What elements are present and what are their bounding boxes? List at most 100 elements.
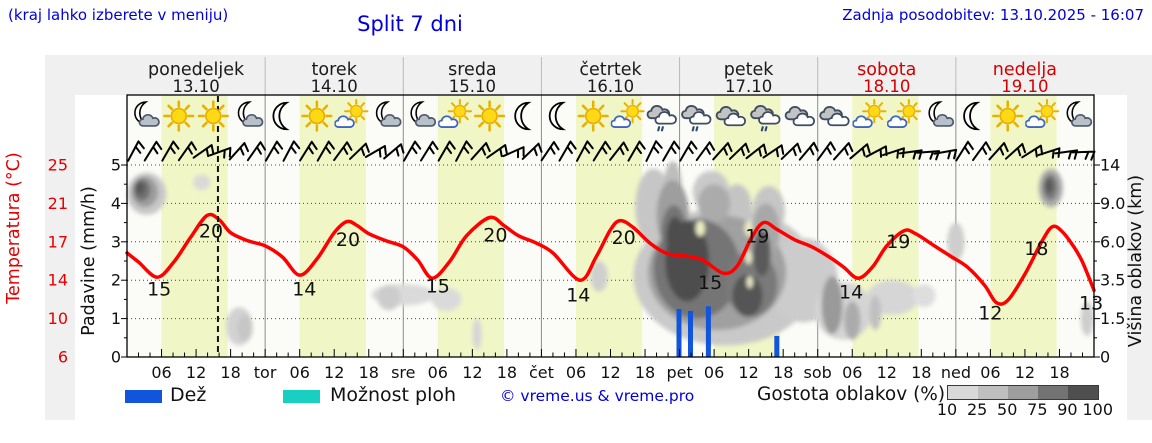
temperature-curve (125, 212, 1096, 306)
precipitation-tick: 4 (111, 194, 121, 213)
temperature-tick: 25 (48, 156, 68, 175)
temperature-label: 20 (336, 229, 360, 251)
precipitation-tick: 0 (111, 348, 121, 367)
density-tick-label: 25 (966, 400, 988, 419)
precipitation-axis-title: Padavine (mm/h) (79, 186, 99, 336)
weather-icon-sun (475, 102, 504, 131)
day-name: sreda (448, 60, 497, 80)
wind-barb (833, 142, 854, 161)
temperature-tick: 17 (48, 232, 68, 251)
temperature-label: 18 (1024, 238, 1048, 260)
weather-icon-sun (199, 102, 228, 131)
wind-barb (1004, 142, 1027, 160)
wind-barb (662, 140, 681, 162)
wind-barb (437, 140, 456, 162)
hour-label: 12 (462, 363, 482, 382)
showers-legend-label: Možnost ploh (330, 384, 457, 406)
wind-barb (816, 141, 836, 162)
day-name: četrtek (579, 60, 642, 80)
day-name: nedelja (993, 60, 1057, 80)
showers-legend-swatch (283, 390, 320, 403)
wind-barb (127, 140, 145, 162)
margin-panels (45, 55, 1152, 420)
cloud-density-scale (947, 385, 1099, 400)
hour-label: 06 (980, 363, 1000, 382)
wind-barb (208, 146, 232, 159)
density-tick-label: 75 (1027, 400, 1048, 419)
wind-barb (745, 143, 768, 160)
day-abbrev-label: tor (254, 363, 277, 382)
precipitation-bars (676, 306, 780, 357)
density-segment (978, 386, 1008, 399)
day-date: 17.10 (725, 77, 772, 96)
density-segment (948, 386, 978, 399)
hour-label: 12 (738, 363, 758, 382)
density-segment (1008, 386, 1038, 399)
day-abbrev-label: sob (804, 363, 832, 382)
wind-barb (592, 140, 612, 162)
wind-barbs-row (127, 140, 1096, 162)
wind-barb (695, 141, 716, 162)
temperature-label: 14 (566, 284, 590, 306)
wind-barb (780, 142, 802, 160)
temperature-label: 15 (426, 275, 450, 297)
day-name: sobota (857, 60, 916, 80)
wind-barb (679, 140, 698, 162)
day-abbrev-label: ned (941, 363, 971, 382)
wind-barb (502, 146, 525, 159)
density-tick-label: 50 (997, 400, 1018, 419)
copyright-link[interactable]: © vreme.us & vreme.pro (500, 387, 695, 405)
hour-label: 12 (877, 363, 897, 382)
wind-barb (728, 142, 750, 160)
wind-barb (972, 141, 992, 162)
wind-barb (316, 140, 335, 162)
density-tick-label: 90 (1057, 400, 1078, 419)
last-updated: Zadnja posodobitev: 13.10.2025 - 16:07 (842, 6, 1144, 24)
temperature-label: 20 (483, 225, 507, 247)
rain-bar (676, 309, 682, 357)
wind-barb (364, 145, 387, 158)
wind-barb (192, 144, 215, 159)
hour-label: 18 (1049, 363, 1069, 382)
day-date: 13.10 (172, 77, 219, 96)
cloud-height-axis-title: Višina oblakov (km) (1126, 175, 1146, 347)
wind-barb (627, 140, 646, 162)
temperature-label: 13 (1079, 292, 1103, 314)
temperature-axis-title: Temperatura (°C) (4, 152, 24, 304)
hour-label: 12 (1015, 363, 1035, 382)
cloud-height-tick: 6.0 (1100, 232, 1125, 251)
wind-barb (712, 142, 733, 161)
rain-bar (705, 306, 711, 357)
cloud-height-tick: 0 (1100, 348, 1110, 367)
hour-label: 12 (186, 363, 206, 382)
wind-barb (955, 140, 974, 162)
temperature-tick: 10 (48, 309, 68, 328)
hour-label: 06 (290, 363, 310, 382)
wind-barb (645, 140, 663, 162)
wind-barb (1021, 144, 1044, 159)
day-abbrev-label: čet (529, 363, 554, 382)
day-night-bands (127, 95, 1094, 357)
cloud-height-tick: 9.0 (1100, 194, 1125, 213)
day-date: 16.10 (587, 77, 634, 96)
temperature-tick: 14 (48, 271, 68, 290)
day-name: torek (312, 60, 358, 80)
cloud-height-tick: 3.5 (1100, 271, 1125, 290)
rain-bar (774, 335, 780, 357)
hour-label: 18 (773, 363, 793, 382)
day-date: 15.10 (449, 77, 496, 96)
wind-barb (333, 141, 353, 162)
wind-barb (486, 144, 508, 159)
day-name: ponedeljek (148, 60, 245, 80)
temperature-label: 19 (745, 226, 769, 248)
wind-barb (403, 140, 422, 162)
temperature-label: 20 (612, 227, 636, 249)
axis-titles: Temperatura (°C) Padavine (mm/h) Višina … (4, 152, 1146, 347)
day-date: 19.10 (1001, 77, 1048, 96)
wind-barb (988, 142, 1009, 161)
wind-barb (558, 140, 577, 162)
hour-label: 12 (600, 363, 620, 382)
